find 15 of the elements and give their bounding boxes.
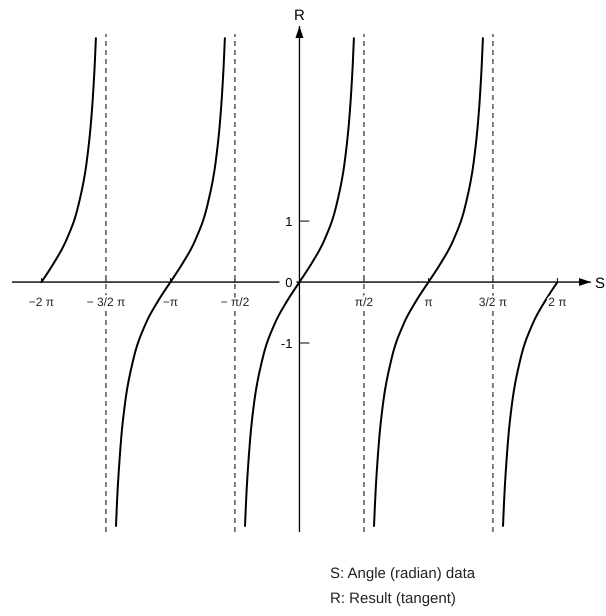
y-tick-label: 0: [285, 275, 292, 290]
x-tick-label: −2 π: [28, 295, 54, 310]
y-tick-label: -1: [280, 336, 292, 352]
text: S: Angle (radian) data: [330, 565, 476, 582]
y-axis-title: R: [294, 7, 306, 24]
x-tick-label: π: [424, 295, 433, 310]
x-tick-label: −π: [162, 295, 178, 310]
x-tick-label: 2 π: [548, 295, 567, 310]
x-tick-label: 3/2 π: [478, 295, 508, 310]
x-axis-title: S: [595, 275, 606, 292]
x-tick-label: − 3/2 π: [86, 295, 126, 310]
x-tick-label: − π/2: [220, 295, 250, 310]
y-tick-label: 1: [285, 214, 292, 230]
x-tick-label: π/2: [354, 295, 374, 310]
text: R: Result (tangent): [330, 590, 456, 607]
